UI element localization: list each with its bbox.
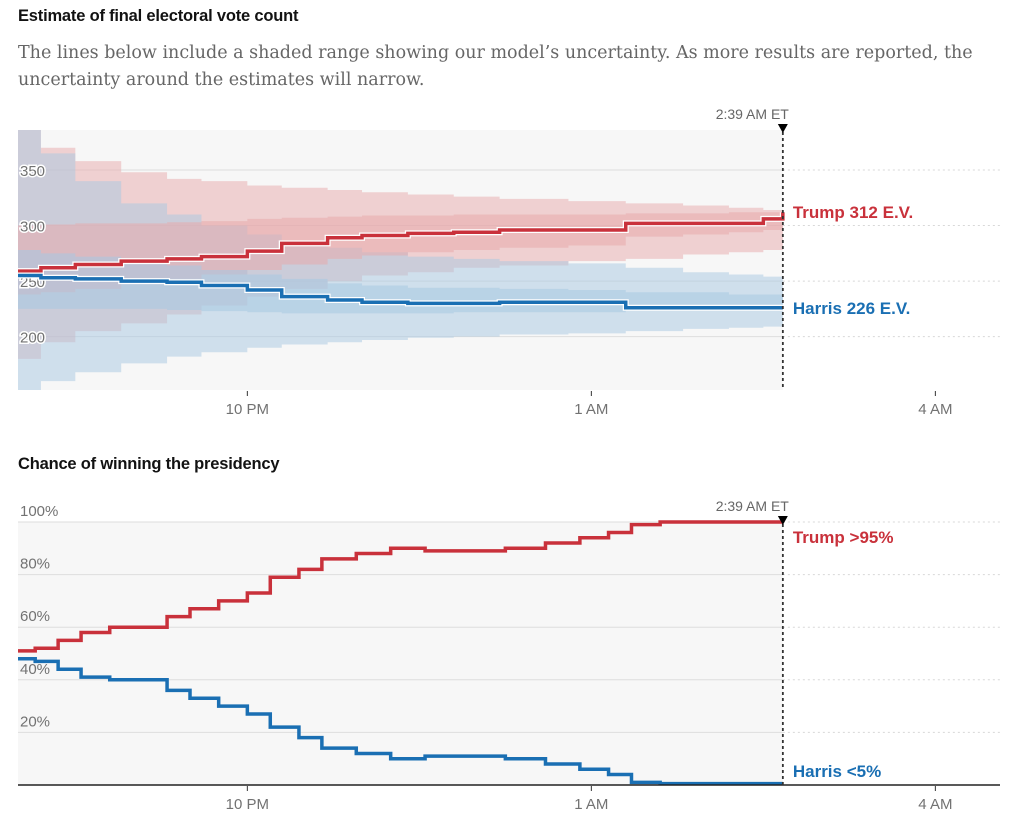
y-tick-label: 80% <box>20 556 50 573</box>
now-time-label: 2:39 AM ET <box>716 498 790 514</box>
now-time-label: 2:39 AM ET <box>716 106 790 122</box>
x-tick-label: 4 AM <box>918 796 952 813</box>
x-tick-label: 10 PM <box>226 401 269 418</box>
x-tick-label: 1 AM <box>574 796 608 813</box>
x-tick-label: 10 PM <box>226 796 269 813</box>
ev-chart-description: The lines below include a shaded range s… <box>18 43 973 90</box>
harris-end-label: Harris <5% <box>793 762 881 781</box>
y-tick-label: 200 <box>20 330 45 347</box>
trump-line <box>18 212 785 273</box>
y-tick-label: 100% <box>20 503 58 520</box>
y-tick-label: 40% <box>20 661 50 678</box>
x-tick-label: 4 AM <box>918 401 952 418</box>
win-chance-chart-title: Chance of winning the presidency <box>18 455 280 473</box>
harris-uncertainty-band-outer <box>18 130 783 390</box>
harris-line <box>18 657 783 786</box>
ev-chart-title: Estimate of final electoral vote count <box>18 7 299 25</box>
y-tick-label: 300 <box>20 219 45 236</box>
y-tick-label: 20% <box>20 713 50 730</box>
harris-uncertainty-band-inner <box>18 250 783 314</box>
now-marker-triangle-icon <box>777 124 788 133</box>
trump-end-label: Trump >95% <box>793 528 894 547</box>
now-marker-triangle-icon <box>777 516 788 525</box>
plot-background <box>18 522 783 785</box>
harris-end-label: Harris 226 E.V. <box>793 299 911 318</box>
trump-line <box>18 520 783 653</box>
y-tick-label: 350 <box>20 163 45 180</box>
trump-end-label: Trump 312 E.V. <box>793 203 913 222</box>
harris-line <box>18 273 783 310</box>
x-tick-label: 1 AM <box>574 401 608 418</box>
y-tick-label: 60% <box>20 608 50 625</box>
